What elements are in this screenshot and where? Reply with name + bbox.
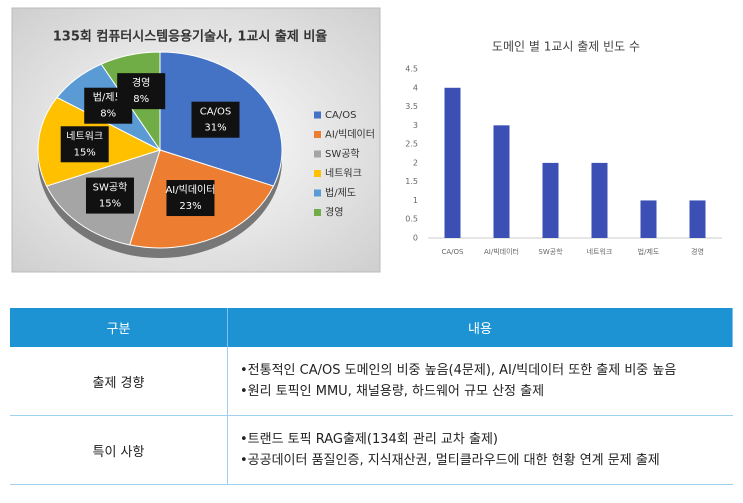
slice-value: 23%	[179, 201, 201, 212]
label-box	[117, 73, 166, 110]
y-tick-label: 3.5	[405, 102, 418, 111]
slice-value: 15%	[74, 147, 96, 158]
legend-swatch	[314, 209, 321, 216]
slice-value: 31%	[204, 123, 226, 134]
legend-label: CA/OS	[325, 110, 356, 121]
legend-swatch	[314, 189, 321, 197]
label-box	[85, 177, 134, 214]
y-tick-label: 0.5	[405, 215, 418, 224]
y-tick-label: 1.5	[405, 177, 418, 186]
y-tick-label: 3	[413, 121, 418, 130]
charts: 135회 컴퓨터시스템응용기술사, 1교시 출제 비율 도메인 별 1교시 출제…	[11, 7, 722, 273]
x-tick-label: 법/제도	[638, 247, 660, 256]
y-tick-label: 2.5	[405, 140, 418, 149]
bar-title: 도메인 별 1교시 출제 빈도 수	[492, 40, 640, 54]
y-tick-label: 4	[413, 83, 418, 92]
slice-label: CA/OS	[200, 107, 231, 118]
header-cell: 구분	[10, 308, 228, 347]
y-tick-label: 0	[413, 234, 418, 243]
legend-label: AI/빅데이터	[325, 129, 375, 141]
legend-swatch	[314, 150, 321, 158]
y-tick-label: 2	[413, 158, 418, 167]
bullet: •트랜드 토픽 RAG출제(134회 관리 교차 출제)	[240, 432, 498, 447]
bullet: •원리 토픽인 MMU, 채널용량, 하드웨어 규모 산정 출제	[240, 384, 545, 399]
slice-value: 8%	[133, 94, 149, 105]
header-cell: 내용	[227, 308, 733, 347]
slice-label: 네트워크	[66, 129, 103, 142]
x-tick-label: SW공학	[538, 247, 563, 256]
slice-label: 경영	[132, 76, 150, 89]
bar	[640, 200, 657, 238]
x-tick-label: 경영	[691, 247, 704, 256]
bar	[444, 87, 461, 239]
bar	[689, 200, 706, 238]
legend-label: SW공학	[325, 148, 360, 160]
row-content: •트랜드 토픽 RAG출제(134회 관리 교차 출제) •공공데이터 품질인증,…	[227, 415, 733, 485]
slice-label: 법/제도	[93, 92, 124, 104]
label-box	[166, 180, 215, 217]
x-tick-label: CA/OS	[442, 248, 465, 256]
slice-label: SW공학	[93, 182, 128, 194]
row-label: 출제 경향	[10, 347, 228, 416]
x-tick-label: AI/빅데이터	[484, 247, 519, 256]
legend-label: 네트워크	[325, 167, 362, 180]
legend-swatch	[314, 131, 321, 138]
legend-label: 경영	[325, 206, 343, 219]
legend-swatch	[314, 111, 321, 119]
summary-table: 구분 내용 출제 경향 •전통적인 CA/OS 도메인의 비중 높음(4문제), …	[10, 308, 733, 485]
y-tick-label: 4.5	[405, 65, 418, 74]
label-box	[191, 101, 240, 138]
row-content: •전통적인 CA/OS 도메인의 비중 높음(4문제), AI/빅데이터 또한 …	[227, 347, 733, 416]
legend-label: 법/제도	[325, 187, 356, 199]
row-label: 특이 사항	[10, 415, 228, 485]
bar	[542, 162, 559, 238]
pie-title: 135회 컴퓨터시스템응용기술사, 1교시 출제 비율	[53, 29, 328, 45]
slice-value: 15%	[99, 199, 121, 210]
label-box	[60, 126, 109, 163]
bullet: •전통적인 CA/OS 도메인의 비중 높음(4문제), AI/빅데이터 또한 …	[240, 363, 677, 378]
bar	[591, 162, 608, 238]
slice-label: AI/빅데이터	[165, 184, 215, 196]
legend-swatch	[314, 170, 321, 177]
bar	[493, 125, 510, 238]
x-tick-label: 네트워크	[587, 247, 613, 256]
slice-value: 8%	[100, 109, 116, 120]
bullet: •공공데이터 품질인증, 지식재산권, 멀티클라우드에 대한 현황 연계 문제 …	[240, 453, 660, 468]
y-tick-label: 1	[413, 196, 418, 205]
